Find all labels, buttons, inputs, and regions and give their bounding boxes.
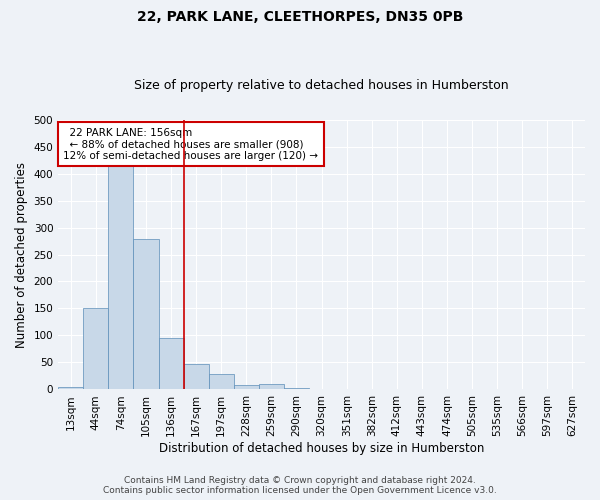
Bar xyxy=(284,388,309,390)
Text: 22, PARK LANE, CLEETHORPES, DN35 0PB: 22, PARK LANE, CLEETHORPES, DN35 0PB xyxy=(137,10,463,24)
Bar xyxy=(58,387,83,390)
Bar xyxy=(184,364,209,390)
Bar xyxy=(83,308,109,390)
Bar xyxy=(133,240,158,390)
Bar xyxy=(158,338,184,390)
Title: Size of property relative to detached houses in Humberston: Size of property relative to detached ho… xyxy=(134,79,509,92)
Bar xyxy=(109,162,133,390)
Y-axis label: Number of detached properties: Number of detached properties xyxy=(15,162,28,348)
Bar xyxy=(259,384,284,390)
Text: 22 PARK LANE: 156sqm
  ← 88% of detached houses are smaller (908)
12% of semi-de: 22 PARK LANE: 156sqm ← 88% of detached h… xyxy=(64,128,319,161)
Bar xyxy=(234,385,259,390)
X-axis label: Distribution of detached houses by size in Humberston: Distribution of detached houses by size … xyxy=(159,442,484,455)
Bar xyxy=(209,374,234,390)
Text: Contains HM Land Registry data © Crown copyright and database right 2024.
Contai: Contains HM Land Registry data © Crown c… xyxy=(103,476,497,495)
